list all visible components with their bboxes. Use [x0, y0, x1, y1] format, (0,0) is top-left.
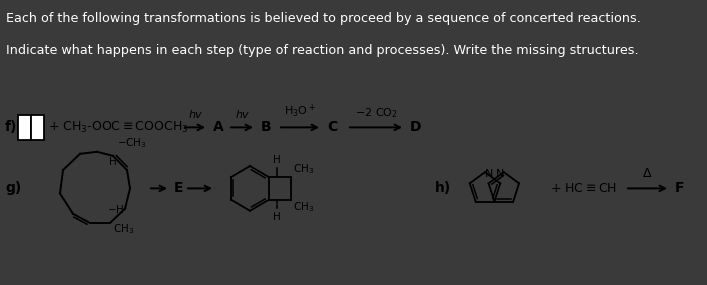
Text: H: H — [109, 157, 117, 167]
Text: E: E — [174, 181, 184, 196]
Text: $\mathrm{H_3O^+}$: $\mathrm{H_3O^+}$ — [284, 103, 316, 120]
Text: H: H — [273, 212, 281, 222]
Text: B: B — [261, 120, 271, 134]
Text: N: N — [485, 169, 493, 179]
Text: A: A — [213, 120, 223, 134]
Text: $-$H: $-$H — [107, 203, 124, 215]
Text: $\mathrm{CH_3}$: $\mathrm{CH_3}$ — [293, 162, 315, 176]
Text: $-\mathrm{CH_3}$: $-\mathrm{CH_3}$ — [117, 136, 147, 150]
Text: hv: hv — [188, 110, 201, 120]
Text: g): g) — [5, 181, 21, 196]
Text: $\mathrm{CH_3}$: $\mathrm{CH_3}$ — [113, 222, 134, 236]
Text: $-2\ \mathrm{CO_2}$: $-2\ \mathrm{CO_2}$ — [355, 107, 397, 120]
Text: $\mathrm{CH_3}$: $\mathrm{CH_3}$ — [293, 201, 315, 214]
Text: F: F — [675, 181, 684, 196]
Text: $+\ \mathrm{HC{\equiv}CH}$: $+\ \mathrm{HC{\equiv}CH}$ — [550, 182, 617, 195]
Bar — [31, 115, 44, 140]
Bar — [18, 115, 31, 140]
Text: D: D — [410, 120, 421, 134]
Text: f): f) — [5, 120, 18, 134]
Text: hv: hv — [235, 110, 249, 120]
Text: Each of the following transformations is believed to proceed by a sequence of co: Each of the following transformations is… — [6, 12, 641, 25]
Text: Indicate what happens in each step (type of reaction and processes). Write the m: Indicate what happens in each step (type… — [6, 44, 638, 57]
Text: C: C — [327, 120, 337, 134]
Text: H: H — [273, 155, 281, 165]
Text: N: N — [496, 169, 504, 179]
Text: h): h) — [435, 181, 451, 196]
Text: $\Delta$: $\Delta$ — [642, 167, 653, 180]
Text: $+\ \mathrm{CH_3\text{-}OOC{\equiv}COOCH_3}$: $+\ \mathrm{CH_3\text{-}OOC{\equiv}COOCH… — [48, 120, 189, 135]
